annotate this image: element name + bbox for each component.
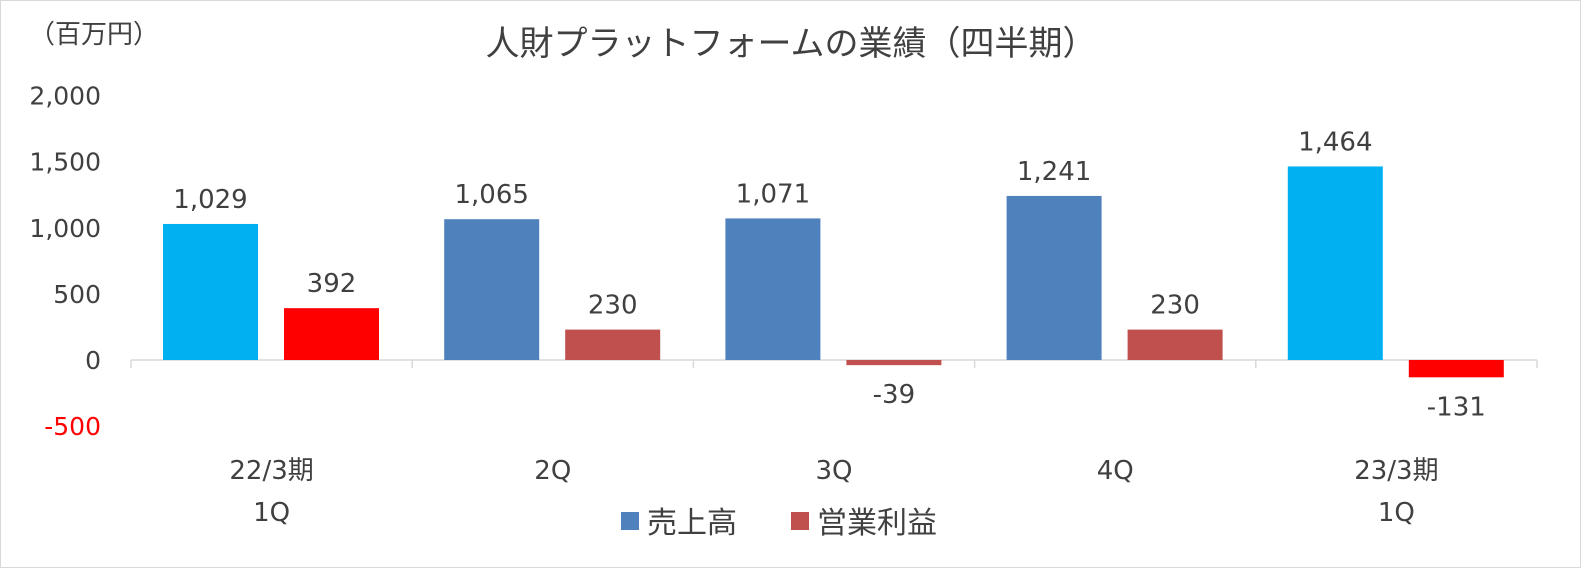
data-label: 392 bbox=[307, 269, 357, 299]
data-label: 1,464 bbox=[1298, 127, 1372, 157]
y-tick-label: 500 bbox=[53, 280, 101, 309]
y-axis: 2,000 1,500 1,000 500 0 -500 bbox=[29, 82, 101, 442]
legend-swatch bbox=[621, 512, 639, 530]
bar-sales bbox=[725, 218, 821, 360]
x-tick-label: 4Q bbox=[1097, 456, 1134, 486]
unit-label: （百万円） bbox=[29, 20, 159, 50]
bar-operating-profit bbox=[284, 308, 379, 360]
bar-operating-profit bbox=[565, 329, 661, 360]
y-tick-label: 1,000 bbox=[29, 214, 101, 243]
bar-operating-profit bbox=[846, 360, 942, 366]
data-label: 1,071 bbox=[736, 179, 810, 209]
legend-label: 売上高 bbox=[647, 506, 737, 541]
bars bbox=[163, 166, 1504, 378]
data-labels: 1,029 1,065 1,071 1,241 1,464 392 230 -39 230 -13… bbox=[173, 127, 1486, 422]
x-tick-label: 22/3期 bbox=[229, 456, 313, 486]
data-label: -39 bbox=[873, 380, 915, 410]
legend-label: 営業利益 bbox=[817, 506, 937, 541]
bar-sales bbox=[1006, 195, 1102, 360]
x-tick-label: 23/3期 bbox=[1354, 456, 1438, 486]
data-label: 1,065 bbox=[454, 180, 528, 210]
bar-sales bbox=[163, 223, 258, 360]
legend: 売上高 営業利益 bbox=[621, 506, 937, 541]
x-tick-label: 3Q bbox=[815, 456, 852, 486]
y-tick-label: 2,000 bbox=[29, 82, 101, 111]
y-tick-label: 1,500 bbox=[29, 148, 101, 177]
y-tick-label: -500 bbox=[44, 412, 101, 441]
chart-title: 人財プラットフォームの業績（四半期） bbox=[486, 24, 1097, 64]
y-tick-label: 0 bbox=[85, 346, 101, 375]
bar-sales bbox=[1287, 166, 1383, 360]
data-label: 1,241 bbox=[1017, 157, 1091, 187]
data-label: 230 bbox=[1150, 291, 1200, 321]
x-tick-label: 1Q bbox=[253, 498, 290, 528]
x-tick-label: 1Q bbox=[1378, 498, 1415, 528]
data-label: 230 bbox=[588, 291, 638, 321]
x-tick-label: 2Q bbox=[534, 456, 571, 486]
bar-operating-profit bbox=[1127, 329, 1223, 360]
legend-swatch bbox=[791, 512, 809, 530]
bar-sales bbox=[444, 219, 540, 360]
data-label: -131 bbox=[1427, 392, 1486, 422]
bar-operating-profit bbox=[1408, 360, 1504, 378]
x-axis: 22/3期 1Q 2Q 3Q 4Q 23/3期 1Q bbox=[130, 359, 1538, 528]
data-label: 1,029 bbox=[173, 185, 247, 215]
